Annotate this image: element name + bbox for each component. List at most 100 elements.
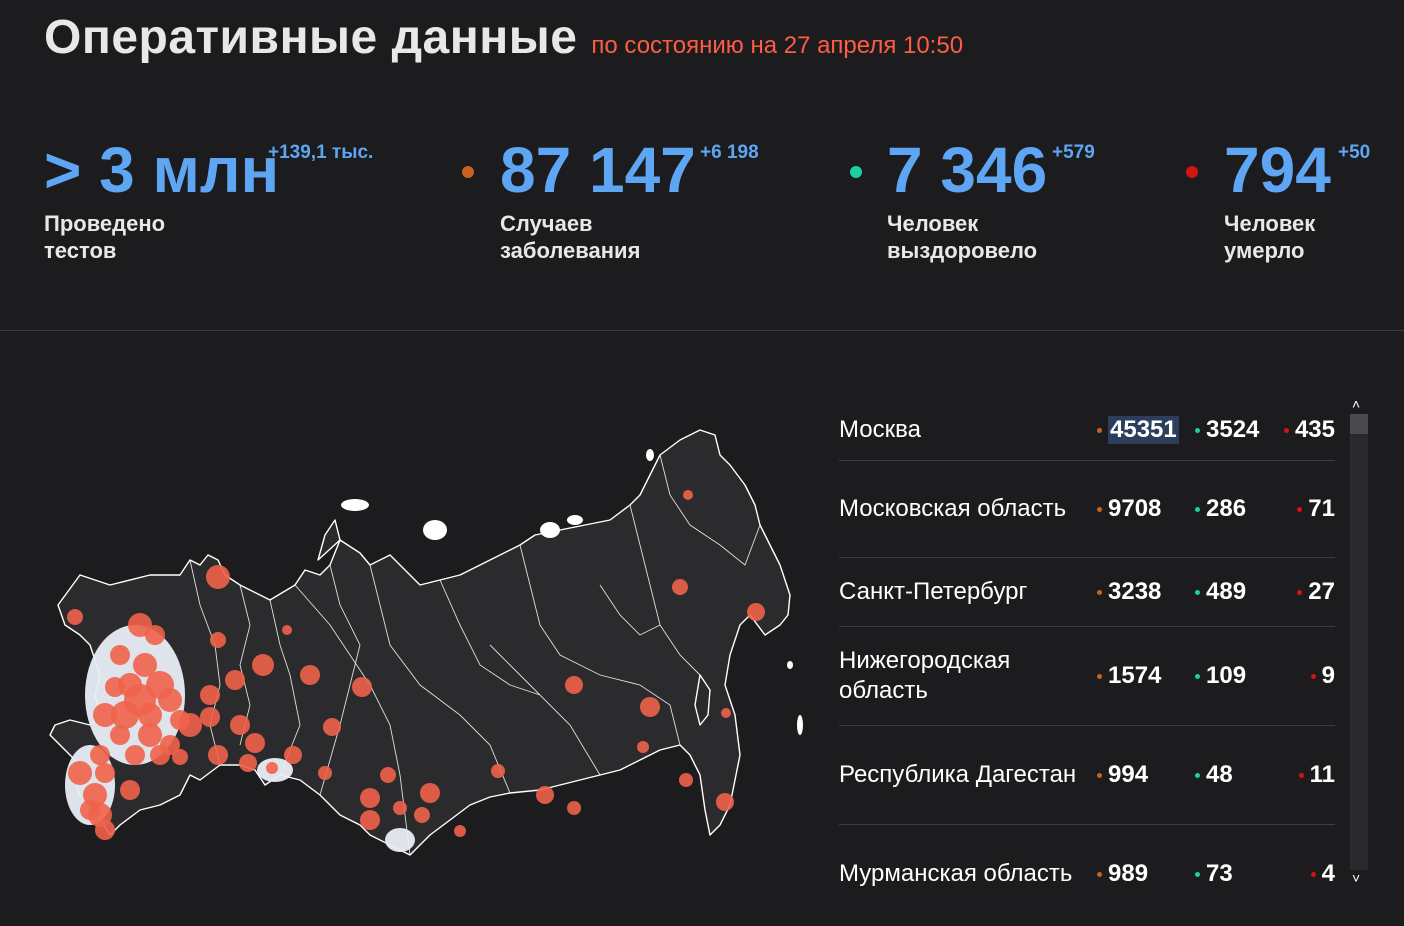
chevron-up-icon[interactable]: ˄	[1352, 396, 1361, 412]
stat-cases-delta: +6 198	[700, 142, 759, 163]
map-marker[interactable]	[95, 820, 115, 840]
map-marker[interactable]	[158, 688, 182, 712]
stat-recovered-value: 7 346	[887, 134, 1048, 206]
map-islands	[341, 449, 803, 735]
map-marker[interactable]	[360, 788, 380, 808]
stat-tests-value: > 3 млн	[44, 134, 280, 206]
page-header: Оперативные данные по состоянию на 27 ап…	[44, 10, 963, 65]
russia-map[interactable]	[40, 425, 805, 865]
map-marker[interactable]	[110, 645, 130, 665]
region-row[interactable]: Москва 45351 3524 435	[839, 400, 1335, 461]
stat-deaths-delta: +50	[1338, 142, 1371, 163]
map-marker[interactable]	[380, 767, 396, 783]
region-cases-value: 989	[1108, 860, 1149, 887]
map-marker[interactable]	[721, 708, 731, 718]
map-marker[interactable]	[90, 745, 110, 765]
map-marker[interactable]	[133, 653, 157, 677]
map-marker[interactable]	[393, 801, 407, 815]
region-row[interactable]: Республика Дагестан 994 48 11	[839, 726, 1335, 825]
map-marker[interactable]	[150, 745, 170, 765]
map-marker[interactable]	[145, 625, 165, 645]
deaths-dot-icon	[1186, 166, 1198, 178]
map-marker[interactable]	[454, 825, 466, 837]
map-marker[interactable]	[420, 783, 440, 803]
map-marker[interactable]	[360, 810, 380, 830]
map-marker[interactable]	[80, 800, 100, 820]
map-marker[interactable]	[266, 762, 278, 774]
map-marker[interactable]	[318, 766, 332, 780]
map-marker[interactable]	[178, 713, 202, 737]
region-deaths-value: 71	[1308, 495, 1335, 522]
map-markers	[67, 490, 765, 840]
map-marker[interactable]	[252, 654, 274, 676]
map-marker[interactable]	[172, 749, 188, 765]
section-divider	[0, 330, 1404, 331]
map-marker[interactable]	[111, 701, 139, 729]
map-marker[interactable]	[282, 625, 292, 635]
stat-recovered: 7 346 +579 Человек выздоровело	[887, 134, 1095, 264]
map-marker[interactable]	[138, 723, 162, 747]
region-cases-value: 994	[1108, 761, 1149, 788]
region-deaths-value: 4	[1321, 860, 1335, 887]
map-marker[interactable]	[68, 761, 92, 785]
map-marker[interactable]	[125, 745, 145, 765]
map-marker[interactable]	[747, 603, 765, 621]
region-row[interactable]: Нижегородская область 1574 109 9	[839, 627, 1335, 726]
region-name: Москва	[839, 416, 921, 443]
chevron-down-icon[interactable]: ˅	[1352, 870, 1361, 886]
regions-list[interactable]: Москва 45351 3524 435 Московская область…	[839, 400, 1339, 890]
map-marker[interactable]	[208, 745, 228, 765]
map-marker[interactable]	[245, 733, 265, 753]
map-marker[interactable]	[200, 685, 220, 705]
map-marker[interactable]	[67, 609, 83, 625]
map-marker[interactable]	[120, 780, 140, 800]
scrollbar-thumb[interactable]	[1350, 414, 1368, 434]
scrollbar-track[interactable]	[1350, 414, 1368, 870]
region-row[interactable]: Мурманская область 989 73 4	[839, 825, 1335, 890]
region-deaths: 4	[1279, 860, 1335, 888]
map-marker[interactable]	[323, 718, 341, 736]
stat-cases: 87 147 +6 198 Случаев заболевания	[500, 134, 759, 264]
map-marker[interactable]	[230, 715, 250, 735]
map-marker[interactable]	[95, 763, 115, 783]
map-marker[interactable]	[93, 703, 117, 727]
map-marker[interactable]	[225, 670, 245, 690]
region-name: Нижегородская область	[839, 647, 1011, 704]
region-recovered-value: 48	[1206, 761, 1233, 788]
stat-recovered-delta: +579	[1052, 142, 1095, 163]
region-row[interactable]: Московская область 9708 286 71	[839, 461, 1335, 558]
map-marker[interactable]	[491, 764, 505, 778]
map-marker[interactable]	[414, 807, 430, 823]
map-marker[interactable]	[300, 665, 320, 685]
map-marker[interactable]	[672, 579, 688, 595]
region-row[interactable]: Санкт-Петербург 3238 489 27	[839, 558, 1335, 627]
map-marker[interactable]	[640, 697, 660, 717]
region-cases: 9708	[1097, 495, 1195, 523]
stat-cases-value: 87 147	[500, 134, 696, 206]
map-marker[interactable]	[105, 677, 125, 697]
recovered-dot-icon	[850, 166, 862, 178]
map-marker[interactable]	[200, 707, 220, 727]
list-scrollbar[interactable]: ˄ ˅	[1348, 396, 1368, 890]
map-marker[interactable]	[683, 490, 693, 500]
region-cases-value: 1574	[1108, 662, 1162, 689]
map-marker[interactable]	[716, 793, 734, 811]
map-marker[interactable]	[637, 741, 649, 753]
map-marker[interactable]	[206, 565, 230, 589]
map-marker[interactable]	[210, 632, 226, 648]
map-marker[interactable]	[284, 746, 302, 764]
map-marker[interactable]	[352, 677, 372, 697]
map-marker[interactable]	[239, 754, 257, 772]
stat-tests: > 3 млн +139,1 тыс. Проведено тестов	[44, 134, 373, 264]
region-recovered-value: 489	[1206, 578, 1247, 605]
region-cases: 989	[1097, 860, 1195, 888]
region-recovered: 73	[1195, 860, 1279, 888]
map-marker[interactable]	[565, 676, 583, 694]
stat-recovered-label: Человек выздоровело	[887, 211, 1038, 263]
map-marker[interactable]	[138, 703, 162, 727]
map-marker[interactable]	[110, 725, 130, 745]
map-marker[interactable]	[567, 801, 581, 815]
region-cases: 45351	[1097, 416, 1195, 444]
map-marker[interactable]	[536, 786, 554, 804]
map-marker[interactable]	[679, 773, 693, 787]
